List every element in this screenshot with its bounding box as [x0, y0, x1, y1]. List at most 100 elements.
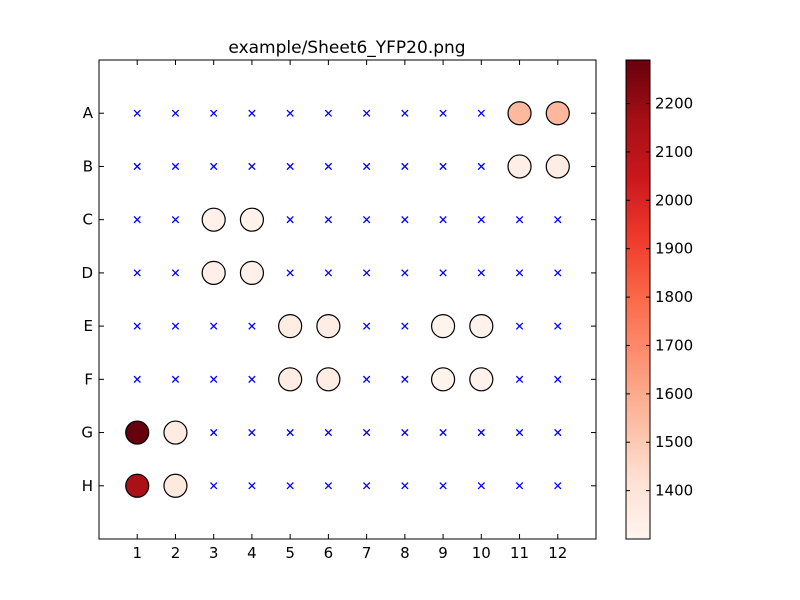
x-tick-label: 11 — [510, 544, 529, 562]
empty-well-marker — [286, 109, 294, 117]
empty-well-marker — [286, 428, 294, 437]
well-data-point — [201, 260, 226, 285]
x-tick-label: 5 — [285, 544, 295, 562]
empty-well-marker — [477, 269, 485, 277]
empty-well-marker — [439, 482, 447, 490]
empty-well-marker — [362, 375, 371, 383]
empty-well-marker — [401, 162, 409, 171]
empty-well-marker — [515, 428, 524, 437]
well-data-point — [430, 367, 456, 392]
empty-well-marker — [439, 216, 447, 224]
well-data-point — [316, 314, 341, 339]
empty-well-marker — [133, 109, 141, 117]
empty-well-marker — [362, 269, 371, 277]
empty-well-marker — [248, 482, 256, 490]
well-data-point — [545, 154, 570, 179]
chart-title: example/Sheet6_YFP20.png — [228, 38, 465, 58]
empty-well-marker — [210, 482, 218, 490]
well-data-point — [316, 367, 341, 392]
colorbar-tick-label: 2100 — [655, 143, 693, 161]
empty-well-marker — [133, 375, 141, 383]
x-tick-label: 8 — [400, 544, 410, 562]
colorbar-tick-label: 1500 — [655, 433, 693, 451]
empty-well-marker — [248, 375, 256, 383]
empty-well-marker — [401, 322, 409, 330]
empty-well-marker — [286, 269, 294, 277]
colorbar — [625, 59, 651, 540]
empty-well-marker — [286, 216, 294, 224]
well-data-point — [430, 314, 456, 339]
well-data-point — [469, 367, 494, 392]
empty-well-marker — [324, 162, 333, 171]
y-tick-label: H — [82, 477, 93, 495]
empty-well-marker — [133, 162, 141, 171]
well-data-point — [278, 367, 303, 392]
empty-well-marker — [324, 216, 333, 224]
empty-well-marker — [210, 162, 218, 171]
x-tick-label: 6 — [324, 544, 334, 562]
empty-well-marker — [210, 375, 218, 383]
empty-well-markers — [133, 109, 562, 490]
y-tick-label: A — [83, 104, 94, 122]
empty-well-marker — [171, 322, 180, 330]
empty-well-marker — [554, 269, 562, 277]
colorbar-tick-label: 1800 — [655, 288, 693, 306]
empty-well-marker — [515, 482, 524, 490]
y-tick-label: B — [83, 157, 93, 175]
empty-well-marker — [286, 482, 294, 490]
well-data-point — [163, 473, 188, 498]
x-tick-label: 4 — [247, 544, 257, 562]
empty-well-marker — [171, 109, 180, 117]
empty-well-marker — [401, 109, 409, 117]
empty-well-marker — [248, 109, 256, 117]
empty-well-marker — [324, 428, 333, 437]
y-tick-label: D — [81, 264, 93, 282]
well-data-point — [239, 260, 265, 285]
well-data-points — [125, 101, 570, 498]
empty-well-marker — [477, 428, 485, 437]
colorbar-tick-label: 2000 — [655, 191, 693, 209]
empty-well-marker — [133, 322, 141, 330]
y-tick-label: C — [83, 211, 93, 229]
empty-well-marker — [477, 162, 485, 171]
empty-well-marker — [171, 269, 180, 277]
y-tick-label: G — [81, 424, 93, 442]
empty-well-marker — [324, 482, 333, 490]
empty-well-marker — [362, 482, 371, 490]
empty-well-marker — [286, 162, 294, 171]
empty-well-marker — [477, 216, 485, 224]
x-tick-label: 10 — [472, 544, 491, 562]
y-tick-label: E — [84, 317, 93, 335]
empty-well-marker — [554, 322, 562, 330]
empty-well-marker — [439, 162, 447, 171]
x-tick-label: 9 — [438, 544, 448, 562]
well-data-point — [201, 207, 226, 232]
colorbar-tick-label: 1700 — [655, 336, 693, 354]
empty-well-marker — [515, 269, 524, 277]
empty-well-marker — [210, 322, 218, 330]
empty-well-marker — [401, 482, 409, 490]
empty-well-marker — [248, 322, 256, 330]
colorbar-tick-label: 1600 — [655, 385, 693, 403]
empty-well-marker — [401, 269, 409, 277]
empty-well-marker — [515, 216, 524, 224]
empty-well-marker — [401, 375, 409, 383]
empty-well-marker — [477, 482, 485, 490]
empty-well-marker — [171, 162, 180, 171]
empty-well-marker — [554, 428, 562, 437]
colorbar-tick-label: 1400 — [655, 482, 693, 500]
empty-well-marker — [362, 109, 371, 117]
empty-well-marker — [515, 375, 524, 383]
empty-well-marker — [554, 482, 562, 490]
empty-well-marker — [362, 216, 371, 224]
empty-well-marker — [439, 109, 447, 117]
empty-well-marker — [401, 216, 409, 224]
empty-well-marker — [324, 109, 333, 117]
x-tick-label: 3 — [209, 544, 219, 562]
well-data-point — [469, 314, 494, 339]
empty-well-marker — [324, 269, 333, 277]
x-tick-label: 2 — [171, 544, 181, 562]
colorbar-tick-label: 2200 — [655, 95, 693, 113]
well-data-point — [545, 101, 570, 126]
empty-well-marker — [439, 428, 447, 437]
